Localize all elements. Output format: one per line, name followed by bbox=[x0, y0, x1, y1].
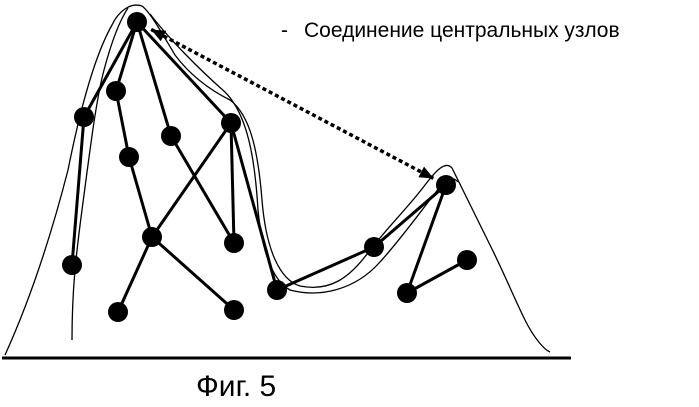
central-link bbox=[151, 29, 433, 178]
central-link-line bbox=[151, 29, 433, 178]
node-n8 bbox=[142, 227, 162, 247]
edge-n8-n11 bbox=[152, 237, 234, 310]
node-n10 bbox=[108, 302, 128, 322]
node-n4 bbox=[161, 126, 181, 146]
density-outline bbox=[5, 5, 550, 355]
legend-label: Соединение центральных узлов bbox=[304, 19, 620, 42]
node-n9 bbox=[224, 233, 244, 253]
edge-n2-n6 bbox=[116, 91, 129, 157]
node-n3 bbox=[74, 107, 94, 127]
central-link-arrowhead-end bbox=[418, 167, 433, 179]
node-n12 bbox=[267, 280, 287, 300]
node-n16 bbox=[457, 250, 477, 270]
legend-dash: - bbox=[281, 19, 288, 42]
edge-n8-n10 bbox=[118, 237, 152, 312]
node-n5 bbox=[221, 113, 241, 133]
figure-caption: Фиг. 5 bbox=[196, 370, 276, 403]
node-n7 bbox=[62, 255, 82, 275]
node-n13 bbox=[364, 237, 384, 257]
node-n11 bbox=[224, 300, 244, 320]
edge-n12-n13 bbox=[277, 247, 374, 290]
edge-n5-n9 bbox=[231, 123, 234, 243]
node-n1 bbox=[127, 12, 147, 32]
edge-n5-n12 bbox=[231, 123, 277, 290]
edge-n1-n3 bbox=[84, 22, 137, 117]
node-n15 bbox=[397, 283, 417, 303]
graph-edges bbox=[72, 22, 467, 312]
node-n14 bbox=[436, 175, 456, 195]
edge-n6-n8 bbox=[129, 157, 152, 237]
edge-n4-n9 bbox=[171, 136, 234, 243]
node-n6 bbox=[119, 147, 139, 167]
density-outline-secondary bbox=[150, 14, 458, 293]
node-n2 bbox=[106, 81, 126, 101]
